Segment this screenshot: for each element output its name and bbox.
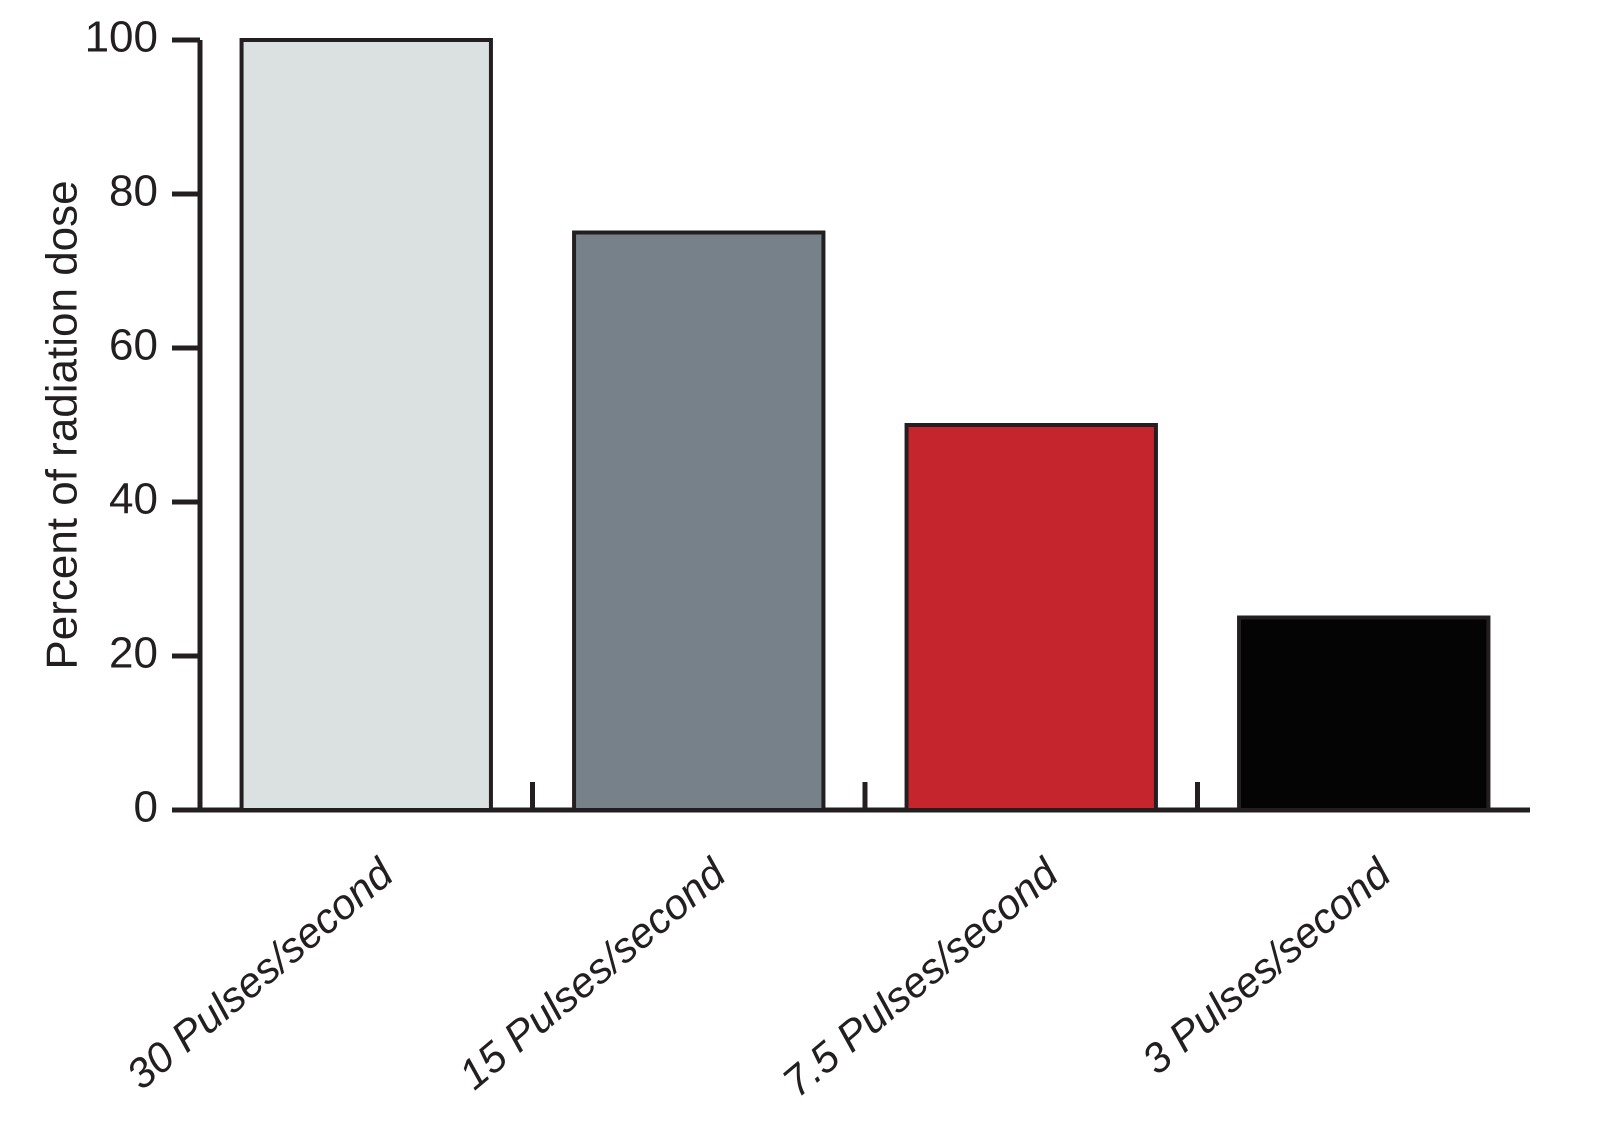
y-tick-label: 40 bbox=[109, 475, 158, 524]
y-tick-label: 60 bbox=[109, 321, 158, 370]
bar bbox=[242, 40, 491, 810]
bar bbox=[1239, 618, 1488, 811]
y-tick-label: 100 bbox=[85, 13, 158, 62]
y-tick-label: 20 bbox=[109, 629, 158, 678]
bar bbox=[574, 233, 823, 811]
y-tick-label: 0 bbox=[134, 783, 158, 832]
bar bbox=[907, 425, 1156, 810]
y-axis-label: Percent of radiation dose bbox=[38, 180, 87, 669]
radiation-dose-bar-chart: 020406080100Percent of radiation dose30 … bbox=[0, 0, 1615, 1124]
y-tick-label: 80 bbox=[109, 167, 158, 216]
